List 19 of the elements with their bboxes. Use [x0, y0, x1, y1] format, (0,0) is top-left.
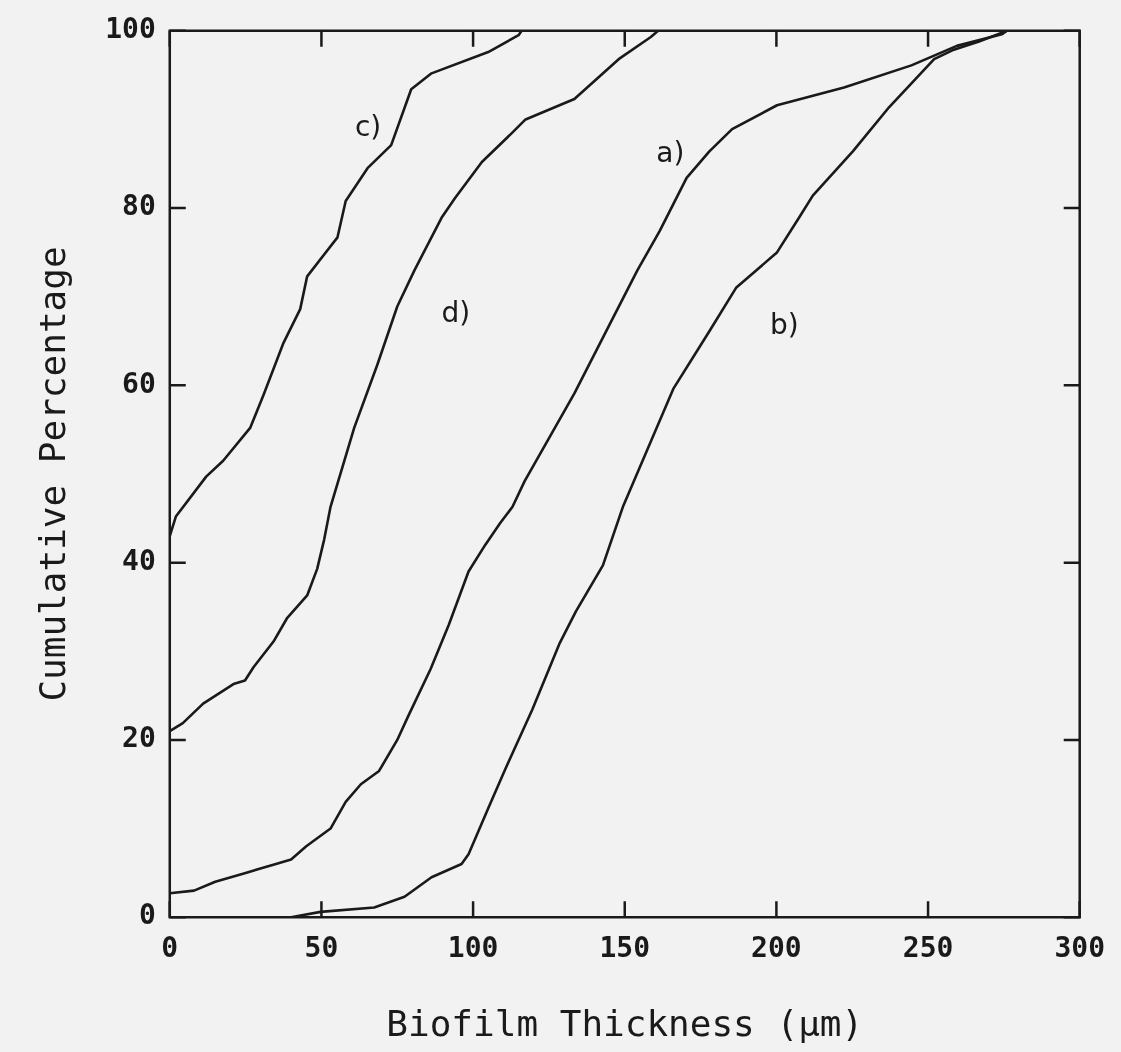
x-tick-label: 250 — [902, 931, 954, 965]
series-label: a) — [656, 136, 685, 170]
y-tick-label: 80 — [122, 189, 156, 223]
series-label: b) — [770, 308, 799, 342]
y-axis-title: Cumulative Percentage — [31, 246, 73, 702]
x-tick-label: 50 — [304, 931, 339, 965]
y-tick-label: 100 — [105, 12, 156, 46]
x-tick-label: 150 — [599, 931, 651, 965]
series-label: c) — [354, 109, 382, 143]
x-tick-label: 0 — [161, 931, 179, 965]
x-tick-label: 300 — [1054, 931, 1105, 965]
y-tick-label: 0 — [138, 898, 156, 932]
x-tick-label: 200 — [751, 931, 802, 965]
y-tick-label: 60 — [122, 366, 156, 400]
x-axis-title: Biofilm Thickness (μm) — [386, 1002, 864, 1044]
x-tick-label: 100 — [447, 931, 499, 965]
series-label: d) — [441, 295, 471, 329]
y-tick-label: 20 — [122, 721, 156, 755]
y-tick-label: 40 — [122, 543, 156, 577]
